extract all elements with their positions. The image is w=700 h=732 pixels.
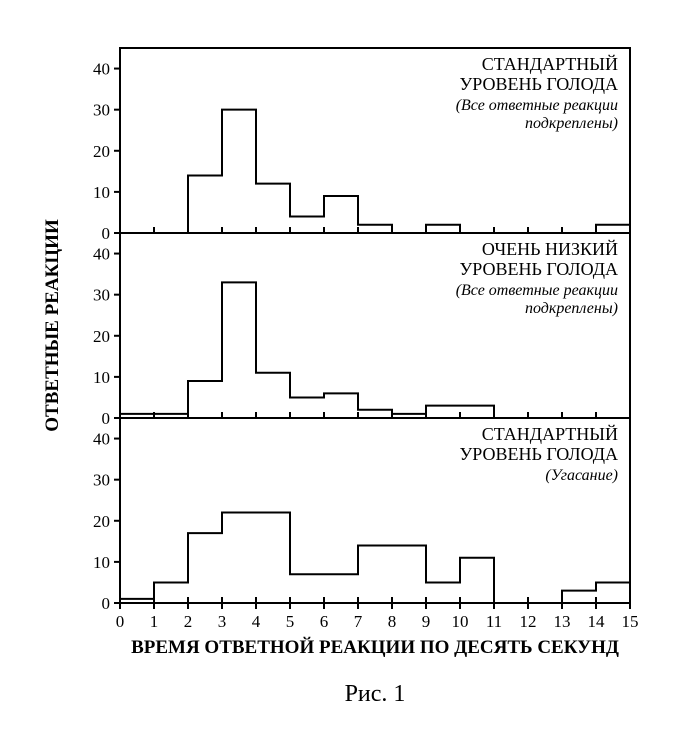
figure-container: { "canvas": { "width": 700, "height": 73…: [0, 0, 700, 732]
y-tick-label: 40: [93, 60, 110, 79]
x-axis-title: ВРЕМЯ ОТВЕТНОЙ РЕАКЦИИ ПО ДЕСЯТЬ СЕКУНД: [131, 636, 619, 658]
panel-title-line: УРОВЕНЬ ГОЛОДА: [460, 74, 618, 94]
y-tick-label: 0: [102, 224, 111, 243]
y-tick-label: 20: [93, 512, 110, 531]
panel-title-line: УРОВЕНЬ ГОЛОДА: [460, 444, 618, 464]
x-tick-label: 10: [452, 612, 469, 631]
figure-svg: 010203040СТАНДАРТНЫЙУРОВЕНЬ ГОЛОДА(Все о…: [0, 0, 700, 732]
x-tick-label: 14: [588, 612, 606, 631]
y-tick-label: 10: [93, 183, 110, 202]
panel-middle: 0 10 20 30 40 ОЧЕНЬ НИЗКИЙУРОВЕНЬ ГОЛОДА (Все …: [93, 239, 630, 428]
figure-caption: Рис. 1: [345, 681, 406, 707]
x-tick-label: 0: [116, 612, 125, 631]
x-tick-label: 9: [422, 612, 431, 631]
y-axis-title: ОТВЕТНЫЕ РЕАКЦИИ: [42, 219, 63, 432]
x-tick-label: 15: [622, 612, 639, 631]
y-tick-label: 30: [93, 471, 110, 490]
panel-title-line: ОЧЕНЬ НИЗКИЙ: [482, 239, 618, 259]
y-tick-label: 0: [102, 594, 111, 613]
x-tick-label: 2: [184, 612, 193, 631]
x-tick-label: 1: [150, 612, 159, 631]
y-tick-label: 30: [93, 101, 110, 120]
y-tick-label: 20: [93, 327, 110, 346]
histogram-step-line: [120, 513, 630, 603]
y-tick-label: 0: [102, 409, 111, 428]
y-tick-label: 30: [93, 286, 110, 305]
panel-title-line: СТАНДАРТНЫЙ: [482, 424, 618, 444]
x-tick-label: 8: [388, 612, 397, 631]
panel-title-line: УРОВЕНЬ ГОЛОДА: [460, 259, 618, 279]
x-tick-label: 7: [354, 612, 363, 631]
panel-top: 0 10 20 30 40 СТАНДАРТНЫЙУРОВЕНЬ ГОЛОДА (Все о…: [93, 54, 630, 243]
y-tick-label: 20: [93, 142, 110, 161]
panel-bottom: 0 10 20 30 40 СТАНДАРТНЫЙУРОВЕНЬ ГОЛОДА (Угаса…: [93, 424, 630, 613]
x-tick-label: 5: [286, 612, 295, 631]
x-tick-label: 3: [218, 612, 227, 631]
y-tick-label: 40: [93, 430, 110, 449]
y-tick-label: 10: [93, 553, 110, 572]
panel-subtitle-line: (Все ответные реакции: [456, 282, 618, 299]
panel-subtitle-line: подкреплены): [525, 115, 618, 132]
panel-title-line: СТАНДАРТНЫЙ: [482, 54, 618, 74]
y-tick-label: 10: [93, 368, 110, 387]
panel-subtitle-line: (Все ответные реакции: [456, 97, 618, 114]
panel-subtitle-line: (Угасание): [545, 467, 618, 484]
x-tick-label: 11: [486, 612, 502, 631]
y-tick-label: 40: [93, 245, 110, 264]
panel-subtitle-line: подкреплены): [525, 300, 618, 317]
x-tick-label: 4: [252, 612, 261, 631]
x-tick-label: 12: [520, 612, 537, 631]
x-tick-label: 6: [320, 612, 329, 631]
x-tick-label: 13: [554, 612, 571, 631]
